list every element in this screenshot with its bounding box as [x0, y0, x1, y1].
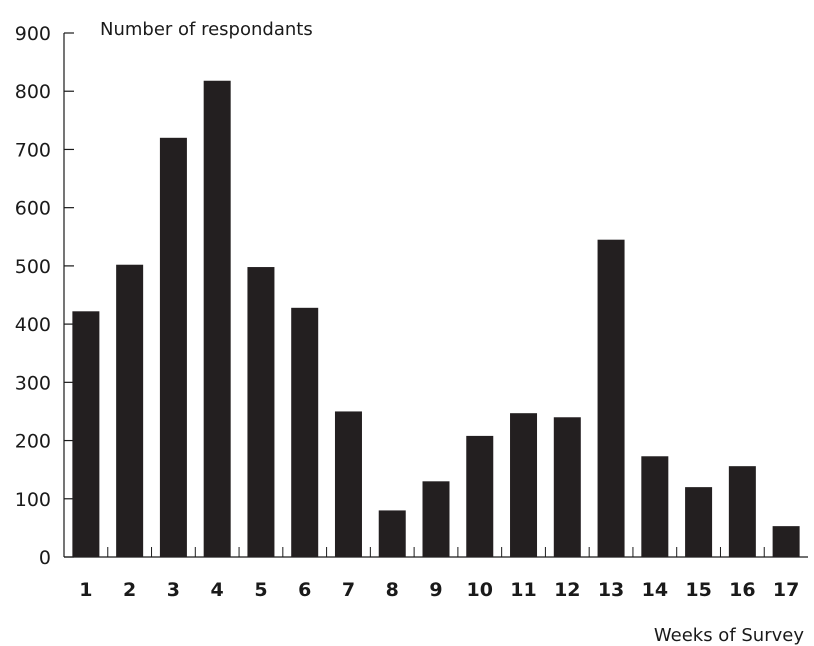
x-tick-label: 1	[79, 579, 92, 601]
y-tick-label: 500	[15, 256, 51, 278]
bar-week-8	[378, 510, 406, 557]
bar-week-5	[247, 267, 275, 557]
bar-week-1	[72, 311, 100, 557]
bar-week-6	[291, 307, 319, 557]
x-tick-label: 17	[773, 579, 799, 601]
x-tick-label: 2	[123, 579, 136, 601]
y-tick-label: 600	[15, 198, 51, 220]
x-tick-label: 14	[642, 579, 668, 601]
bar-week-12	[553, 417, 581, 557]
bar-week-4	[203, 80, 231, 558]
bar-week-14	[641, 456, 669, 557]
x-axis: 1 2 3 4 5 6 7 8 9 10 11 12 13 14 15 16 17	[64, 547, 808, 601]
y-tick-label: 100	[15, 489, 51, 511]
y-tick-label: 400	[15, 314, 51, 336]
y-axis-title: Number of respondants	[100, 19, 313, 40]
x-tick-label: 16	[729, 579, 755, 601]
y-tick-label: 200	[15, 431, 51, 453]
x-tick-label: 11	[510, 579, 536, 601]
y-tick-label: 0	[39, 547, 51, 569]
x-tick-label: 9	[429, 579, 442, 601]
bars	[72, 80, 800, 558]
x-tick-label: 3	[167, 579, 180, 601]
y-axis: 0 100 200 300 400 500 600 700 800 900	[15, 23, 74, 569]
bar-week-13	[597, 239, 625, 557]
y-tick-label: 800	[15, 81, 51, 103]
y-tick-label: 300	[15, 372, 51, 394]
x-tick-label: 6	[298, 579, 311, 601]
bar-week-2	[116, 264, 144, 557]
bar-week-7	[334, 411, 362, 557]
bar-week-10	[466, 435, 494, 557]
x-tick-label: 4	[211, 579, 224, 601]
x-tick-label: 10	[467, 579, 493, 601]
bar-week-9	[422, 481, 450, 557]
x-tick-label: 13	[598, 579, 624, 601]
y-tick-label: 900	[15, 23, 51, 45]
bar-week-3	[159, 137, 187, 558]
y-tick-label: 700	[15, 139, 51, 161]
bar-week-17	[772, 526, 800, 557]
x-tick-label: 7	[342, 579, 355, 601]
bar-week-15	[685, 487, 713, 557]
x-tick-label: 12	[554, 579, 580, 601]
bar-week-16	[728, 466, 756, 557]
x-tick-label: 5	[254, 579, 267, 601]
bar-week-11	[510, 413, 538, 557]
x-tick-label: 8	[386, 579, 399, 601]
x-tick-label: 15	[685, 579, 711, 601]
x-axis-title: Weeks of Survey	[654, 625, 804, 646]
